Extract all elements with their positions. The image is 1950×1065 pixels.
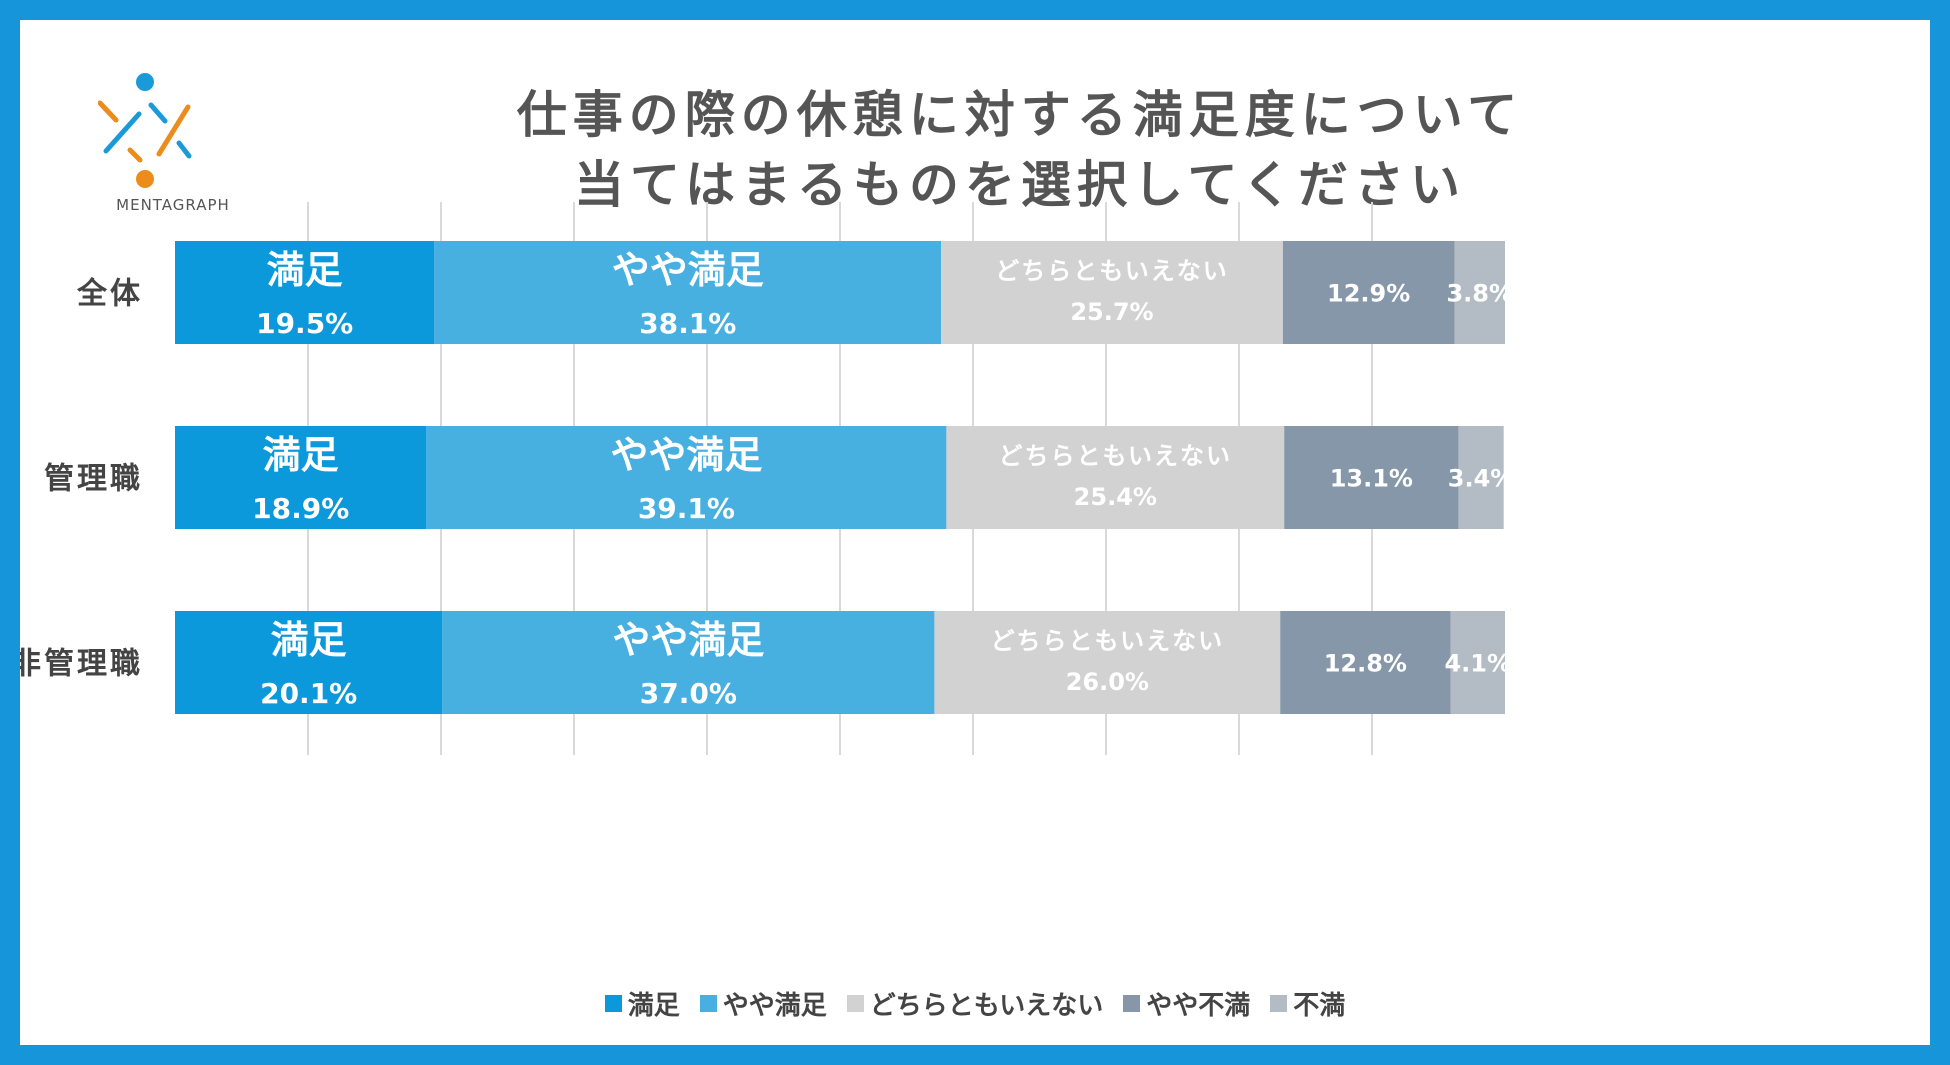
chart-title-line-2: 当てはまるものを選択してください	[574, 156, 1466, 214]
mentagraph-logo: MENTAGRAPH	[97, 48, 248, 228]
bar-segment	[434, 241, 942, 344]
legend-item: やや不満	[1123, 985, 1250, 1022]
data-label: 25.7%	[1070, 298, 1153, 326]
segment-name-label: どちらともいえない	[991, 627, 1225, 655]
segment-name-label: 満足	[267, 248, 343, 292]
legend-swatch	[846, 995, 864, 1012]
segment-name-label: 満足	[263, 433, 339, 477]
category-label: 管理職	[44, 462, 143, 497]
legend-swatch	[604, 995, 622, 1012]
bar-segment	[175, 426, 427, 529]
data-label: 3.4%	[1448, 465, 1515, 493]
data-label: 25.4%	[1074, 483, 1157, 511]
legend-label: どちらともいえない	[869, 991, 1104, 1021]
legend: 満足 やや満足 どちらともいえない やや不満 不満	[20, 985, 1930, 1022]
bar-segment	[1454, 241, 1505, 344]
segment-name-label: やや満足	[612, 248, 764, 292]
legend-item: 不満	[1270, 985, 1345, 1022]
legend-label: やや不満	[1146, 991, 1251, 1021]
data-label: 3.8%	[1446, 280, 1513, 308]
legend-swatch	[1270, 995, 1288, 1012]
data-label: 13.1%	[1330, 465, 1413, 493]
legend-swatch	[699, 995, 717, 1012]
segment-name-label: 満足	[271, 618, 347, 662]
bar-segment	[946, 426, 1285, 529]
bar-segment	[941, 241, 1283, 344]
data-label: 20.1%	[260, 677, 357, 710]
bar-segment	[426, 426, 947, 529]
bar-segment	[442, 611, 935, 714]
legend-label: 満足	[627, 991, 680, 1021]
category-label: 非管理職	[20, 647, 143, 682]
data-label: 19.5%	[256, 307, 353, 340]
bar-segment	[175, 241, 435, 344]
legend-item: どちらともいえない	[846, 985, 1104, 1022]
logo-mark-icon	[97, 73, 192, 188]
data-label: 38.1%	[639, 307, 736, 340]
bar-segment	[1282, 241, 1455, 344]
legend-label: やや満足	[722, 991, 827, 1021]
segment-name-label: やや満足	[612, 618, 764, 662]
segment-name-label: どちらともいえない	[995, 257, 1229, 285]
data-label: 4.1%	[1444, 650, 1511, 678]
bar-segment	[1280, 611, 1451, 714]
bar-segment	[175, 611, 443, 714]
bar-segment	[1284, 426, 1459, 529]
legend-item: 満足	[604, 985, 680, 1022]
data-label: 18.9%	[252, 492, 349, 525]
bar-segment	[934, 611, 1281, 714]
bar-segment	[1458, 426, 1504, 529]
segment-name-label: やや満足	[610, 433, 762, 477]
brand-name: MENTAGRAPH	[116, 196, 230, 214]
data-label: 39.1%	[638, 492, 735, 525]
data-label: 12.8%	[1324, 650, 1407, 678]
data-label: 26.0%	[1066, 668, 1149, 696]
category-label: 全体	[76, 277, 143, 312]
chart-title-line-1: 仕事の際の休憩に対する満足度について	[516, 86, 1524, 144]
data-label: 37.0%	[640, 677, 737, 710]
legend-swatch	[1123, 995, 1141, 1012]
segment-name-label: どちらともいえない	[999, 442, 1233, 470]
legend-label: 不満	[1293, 991, 1346, 1021]
data-label: 12.9%	[1327, 280, 1410, 308]
legend-item: やや満足	[699, 985, 827, 1022]
bar-segment	[1450, 611, 1505, 714]
chart-title: 仕事の際の休憩に対する満足度について 当てはまるものを選択してください	[370, 80, 1670, 220]
